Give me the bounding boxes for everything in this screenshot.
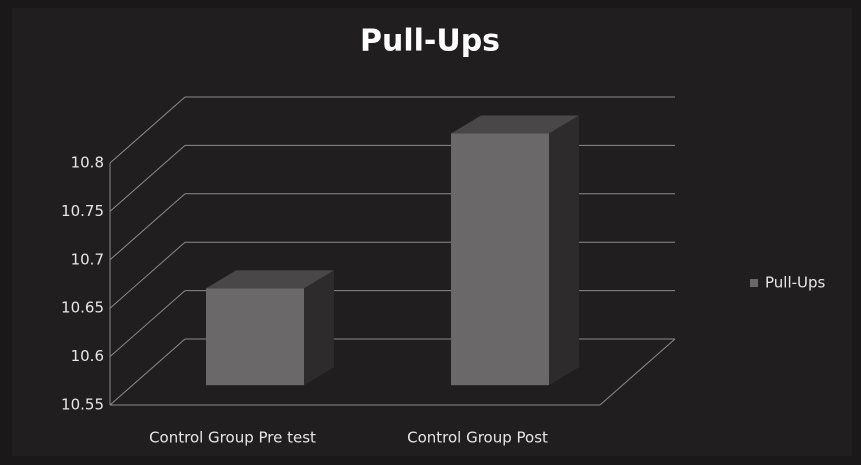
y-tick-label: 10.7 bbox=[71, 250, 104, 268]
legend-swatch bbox=[750, 279, 758, 287]
bar bbox=[451, 133, 549, 386]
grid-line bbox=[109, 96, 186, 164]
bar bbox=[206, 288, 304, 386]
grid-line bbox=[109, 338, 186, 406]
x-tick-label: Control Group Post bbox=[407, 429, 548, 447]
bar-top bbox=[451, 115, 579, 134]
y-tick-label: 10.55 bbox=[61, 396, 104, 414]
grid-line bbox=[109, 290, 186, 357]
bar-side bbox=[549, 115, 579, 386]
plot-frame bbox=[12, 8, 852, 456]
bar-side bbox=[304, 270, 334, 386]
y-tick-label: 10.8 bbox=[71, 154, 104, 172]
y-tick-label: 10.75 bbox=[61, 202, 104, 220]
grid-line bbox=[109, 193, 186, 261]
floor-edge bbox=[599, 338, 676, 406]
x-tick-label: Control Group Pre test bbox=[149, 429, 316, 447]
legend-label: Pull-Ups bbox=[765, 274, 826, 292]
grid-line bbox=[109, 145, 186, 212]
y-tick-label: 10.6 bbox=[71, 347, 104, 365]
chart-title: Pull-Ups bbox=[360, 24, 500, 59]
grid-line bbox=[109, 241, 186, 309]
y-tick-label: 10.65 bbox=[61, 299, 104, 317]
bar-top bbox=[206, 270, 334, 289]
